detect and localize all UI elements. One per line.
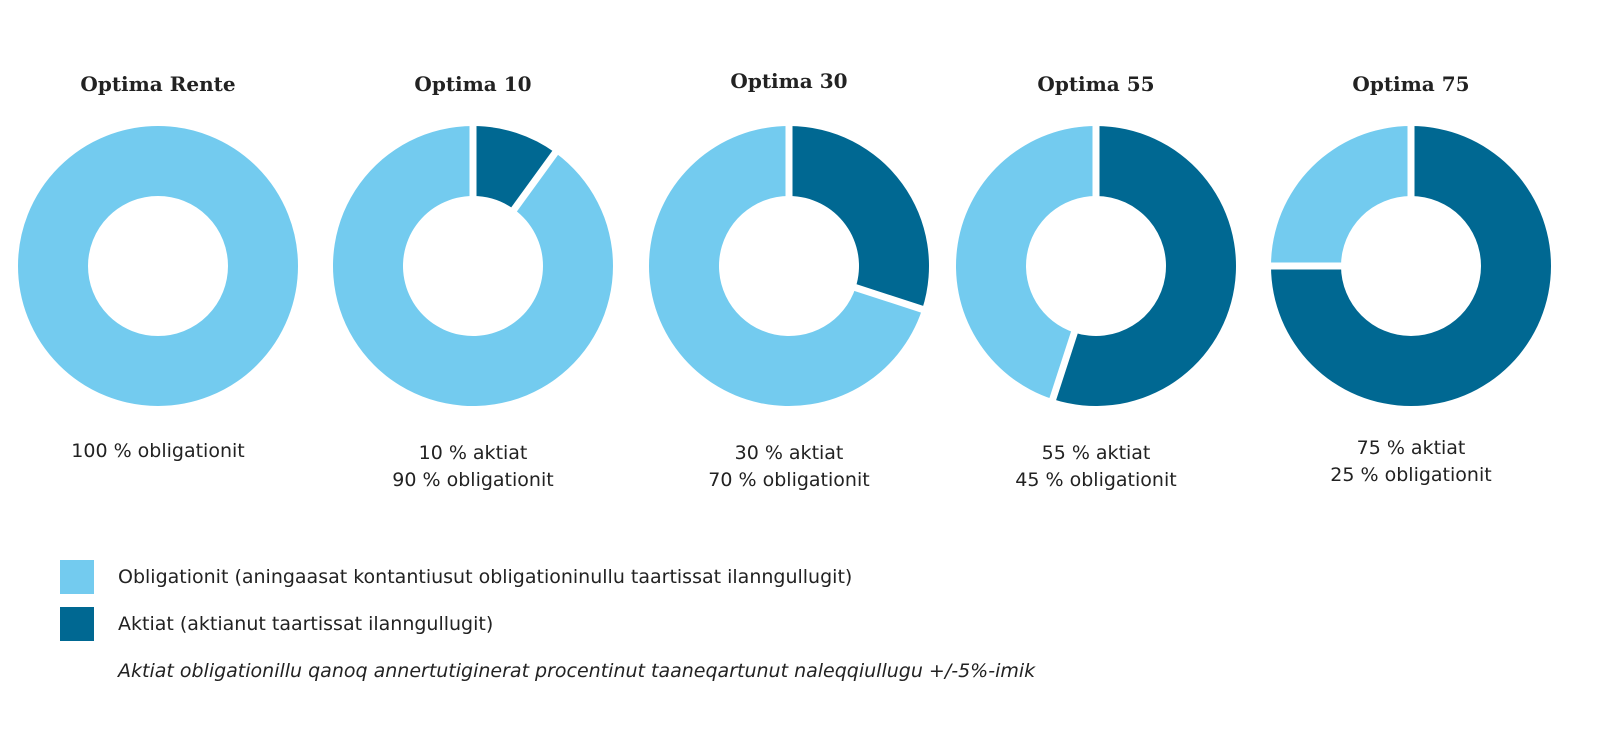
legend-item-obligationit: Obligationit (aningaasat kontantiusut ob… [60, 560, 1460, 594]
slice-obligationit-optima-10 [333, 126, 613, 406]
chart-caption-line-optima-75-0: 75 % aktiat [1356, 437, 1466, 459]
legend-label-aktiat: Aktiat (aktianut taartissat ilanngullugi… [118, 613, 494, 635]
slice-separator-optima-30-1 [852, 283, 926, 314]
donut-charts-area: Optima Rente 100 % obligationit Optima 10 1… [8, 69, 1561, 494]
donut-chart-optima-55 [955, 124, 1236, 406]
chart-caption-line-optima-10-1: 90 % obligationit [392, 469, 554, 491]
chart-title-optima-30: Optima 30 [730, 69, 848, 93]
chart-title-optima-55: Optima 55 [1037, 72, 1155, 96]
donut-chart-optima-rente [18, 126, 298, 406]
legend-label-obligationit: Obligationit (aningaasat kontantiusut ob… [118, 566, 853, 588]
chart-caption-optima-75: 75 % aktiat 25 % obligationit [1261, 435, 1561, 489]
chart-caption-line-optima-rente-0: 100 % obligationit [71, 440, 245, 462]
chart-caption-optima-10: 10 % aktiat 90 % obligationit [323, 440, 623, 494]
donut-chart-optima-75 [1269, 124, 1551, 406]
chart-title-optima-75: Optima 75 [1352, 72, 1470, 96]
donut-chart-optima-30 [649, 124, 929, 406]
chart-caption-line-optima-55-1: 45 % obligationit [1015, 469, 1177, 491]
legend-note: Aktiat obligationillu qanoq annertutigin… [118, 660, 1036, 682]
chart-caption-line-optima-30-1: 70 % obligationit [708, 469, 870, 491]
chart-caption-optima-55: 55 % aktiat 45 % obligationit [946, 440, 1246, 494]
legend-item-aktiat: Aktiat (aktianut taartissat ilanngullugi… [60, 607, 1460, 641]
slice-aktiat-optima-10 [473, 126, 556, 210]
legend-swatch-aktiat [60, 607, 94, 641]
chart-title-optima-rente: Optima Rente [80, 72, 236, 96]
chart-caption-optima-rente: 100 % obligationit [8, 438, 308, 465]
legend: Obligationit (aningaasat kontantiusut ob… [60, 560, 1460, 682]
slice-obligationit-optima-75 [1271, 126, 1411, 266]
chart-caption-line-optima-30-0: 30 % aktiat [734, 442, 844, 464]
slice-separator-optima-10-1 [510, 149, 560, 214]
slice-aktiat-optima-30 [789, 126, 929, 310]
slice-separator-optima-55-1 [1048, 329, 1079, 403]
chart-caption-line-optima-55-0: 55 % aktiat [1041, 442, 1151, 464]
slice-aktiat-optima-75 [1271, 126, 1551, 406]
chart-caption-optima-30: 30 % aktiat 70 % obligationit [639, 440, 939, 494]
chart-title-optima-10: Optima 10 [414, 72, 532, 96]
slice-obligationit-optima-rente [18, 126, 298, 406]
donut-chart-optima-10 [333, 124, 613, 406]
chart-caption-line-optima-10-0: 10 % aktiat [418, 442, 528, 464]
slice-obligationit-optima-55 [955, 126, 1096, 400]
chart-caption-line-optima-75-1: 25 % obligationit [1330, 464, 1492, 486]
legend-swatch-obligationit [60, 560, 94, 594]
slice-obligationit-optima-30 [649, 126, 923, 406]
